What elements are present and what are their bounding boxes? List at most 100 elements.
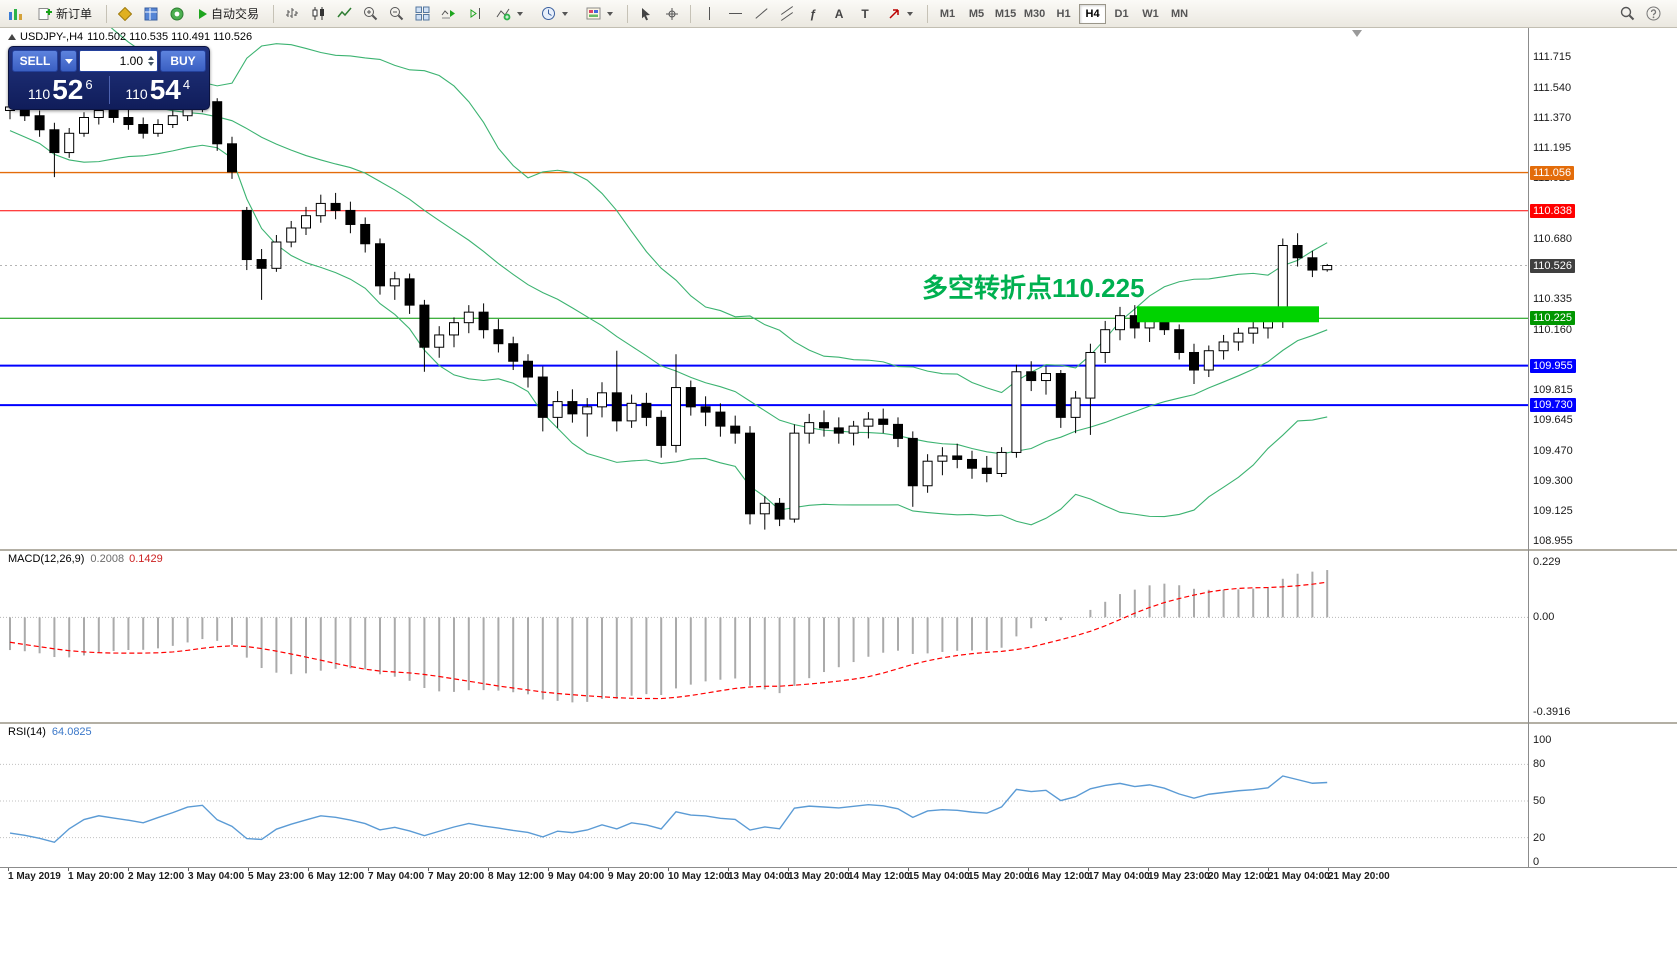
- macd-title: MACD(12,26,9) 0.2008 0.1429: [8, 553, 163, 565]
- periods-button[interactable]: [533, 3, 576, 25]
- chevron-down-icon: [562, 12, 569, 19]
- toolbar: 新订单 自动交易: [0, 0, 1677, 28]
- auto-trading-play-icon: [199, 8, 208, 19]
- crosshair-icon: [666, 7, 679, 20]
- app-icon-image: [9, 8, 22, 20]
- templates-button[interactable]: [578, 3, 621, 25]
- buy-button[interactable]: BUY: [160, 50, 206, 72]
- timeframe-h4[interactable]: H4: [1079, 3, 1107, 24]
- buy-price-main: 54: [149, 74, 181, 105]
- help-button[interactable]: [1641, 3, 1665, 25]
- macd-scale-label: -0.3916: [1533, 706, 1571, 718]
- volume-down-icon[interactable]: [147, 62, 154, 69]
- new-order-button[interactable]: 新订单: [30, 3, 100, 25]
- timeframe-m30[interactable]: M30: [1023, 7, 1046, 20]
- zoom-in-icon: [363, 7, 377, 21]
- volume-up-icon[interactable]: [147, 53, 154, 60]
- text-tool-icon: A: [834, 6, 844, 21]
- auto-scroll-button[interactable]: [436, 3, 460, 25]
- one-click-collapse-icon[interactable]: [8, 34, 16, 40]
- zoom-out-icon: [389, 7, 403, 21]
- timeframe-d1[interactable]: D1: [1114, 7, 1129, 20]
- price-axis-label: 109.125: [1533, 505, 1573, 518]
- bar-chart-button[interactable]: [280, 3, 304, 25]
- order-type-dropdown[interactable]: [60, 50, 77, 72]
- arrows-tool-button[interactable]: [879, 3, 921, 25]
- price-axis-label: 109.815: [1533, 384, 1573, 397]
- price-axis-label: 109.470: [1533, 444, 1573, 457]
- volume-input[interactable]: [80, 51, 157, 71]
- timeframe-m1[interactable]: M1: [939, 7, 956, 20]
- buy-price: 110 54 4: [110, 76, 207, 104]
- timeframe-m5[interactable]: M5: [968, 7, 985, 20]
- tile-windows-button[interactable]: [410, 3, 434, 25]
- current-price-label: 110.526: [1530, 258, 1575, 273]
- auto-trading-button[interactable]: 自动交易: [191, 3, 267, 25]
- new-order-icon: [38, 7, 52, 20]
- buy-price-prefix: 110: [125, 86, 148, 102]
- app-icon: [4, 3, 28, 25]
- sell-price-main: 52: [52, 74, 84, 105]
- line-chart-button[interactable]: [332, 3, 356, 25]
- pane-splitter[interactable]: [0, 549, 1677, 551]
- vertical-line-tool-button[interactable]: [697, 3, 721, 25]
- zoom-in-button[interactable]: [358, 3, 382, 25]
- chart-shift-icon: [470, 8, 480, 19]
- crosshair-button[interactable]: [660, 3, 684, 25]
- navigator-button[interactable]: [165, 3, 189, 25]
- channel-icon: [780, 6, 795, 21]
- channel-tool-button[interactable]: [775, 3, 799, 25]
- indicators-button[interactable]: [488, 3, 531, 25]
- chart-shift-button[interactable]: [462, 3, 486, 25]
- search-icon: [1620, 6, 1634, 21]
- time-axis-line: [0, 867, 1677, 868]
- auto-scroll-icon: [441, 10, 455, 19]
- chart-shift-marker-icon: [1352, 30, 1362, 37]
- data-window-button[interactable]: [139, 3, 163, 25]
- rsi-title: RSI(14) 64.0825: [8, 726, 92, 738]
- toolbar-separator: [927, 4, 929, 23]
- sell-price-prefix: 110: [27, 86, 51, 102]
- price-level-label: 109.730: [1530, 398, 1576, 413]
- price-axis-label: 111.195: [1533, 142, 1572, 155]
- sell-price: 110 52 6: [12, 76, 109, 104]
- cursor-button[interactable]: [634, 3, 658, 25]
- vertical-line-icon: [708, 7, 710, 20]
- toolbar-separator: [690, 4, 692, 23]
- text-tool-button[interactable]: A: [827, 3, 851, 25]
- line-chart-icon: [336, 7, 352, 18]
- sell-button[interactable]: SELL: [12, 50, 58, 72]
- zoom-out-button[interactable]: [384, 3, 408, 25]
- macd-main-value: 0.2008: [90, 553, 125, 565]
- pane-splitter[interactable]: [0, 722, 1677, 724]
- trendline-tool-button[interactable]: [749, 3, 773, 25]
- price-level-label: 110.838: [1530, 203, 1575, 218]
- ohlc-values: 110.502 110.535 110.491 110.526: [87, 31, 253, 43]
- help-icon: [1646, 6, 1660, 21]
- cursor-icon: [642, 7, 651, 20]
- price-axis-label: 111.025: [1533, 172, 1572, 184]
- one-click-trading-panel: SELL BUY 110 52 6 110 54 4: [8, 46, 210, 110]
- candlestick-chart-button[interactable]: [306, 3, 330, 25]
- timeframe-m15[interactable]: M15: [994, 7, 1017, 20]
- timeframe-mn[interactable]: MN: [1170, 7, 1189, 20]
- rsi-scale-label: 20: [1533, 831, 1546, 844]
- text-label-tool-button[interactable]: T: [853, 3, 877, 25]
- fibonacci-tool-button[interactable]: ƒ: [801, 3, 825, 25]
- timeframe-h1[interactable]: H1: [1056, 7, 1071, 20]
- price-axis-label: 109.645: [1533, 414, 1573, 426]
- sell-price-pip: 6: [85, 77, 93, 92]
- rsi-value: 64.0825: [51, 726, 92, 738]
- chart-canvas[interactable]: [0, 0, 1529, 955]
- toolbar-separator: [273, 4, 275, 23]
- rsi-scale-label: 50: [1533, 795, 1546, 807]
- timeframe-w1[interactable]: W1: [1142, 7, 1159, 20]
- search-button[interactable]: [1615, 3, 1639, 25]
- horizontal-line-tool-button[interactable]: [723, 3, 747, 25]
- price-level-label: 109.955: [1530, 358, 1576, 373]
- market-watch-button[interactable]: [113, 3, 137, 25]
- volume-spinner: [146, 53, 155, 69]
- macd-signal-value: 0.1429: [129, 553, 163, 565]
- macd-scale-label: 0.229: [1533, 556, 1561, 568]
- trendline-icon: [754, 8, 768, 19]
